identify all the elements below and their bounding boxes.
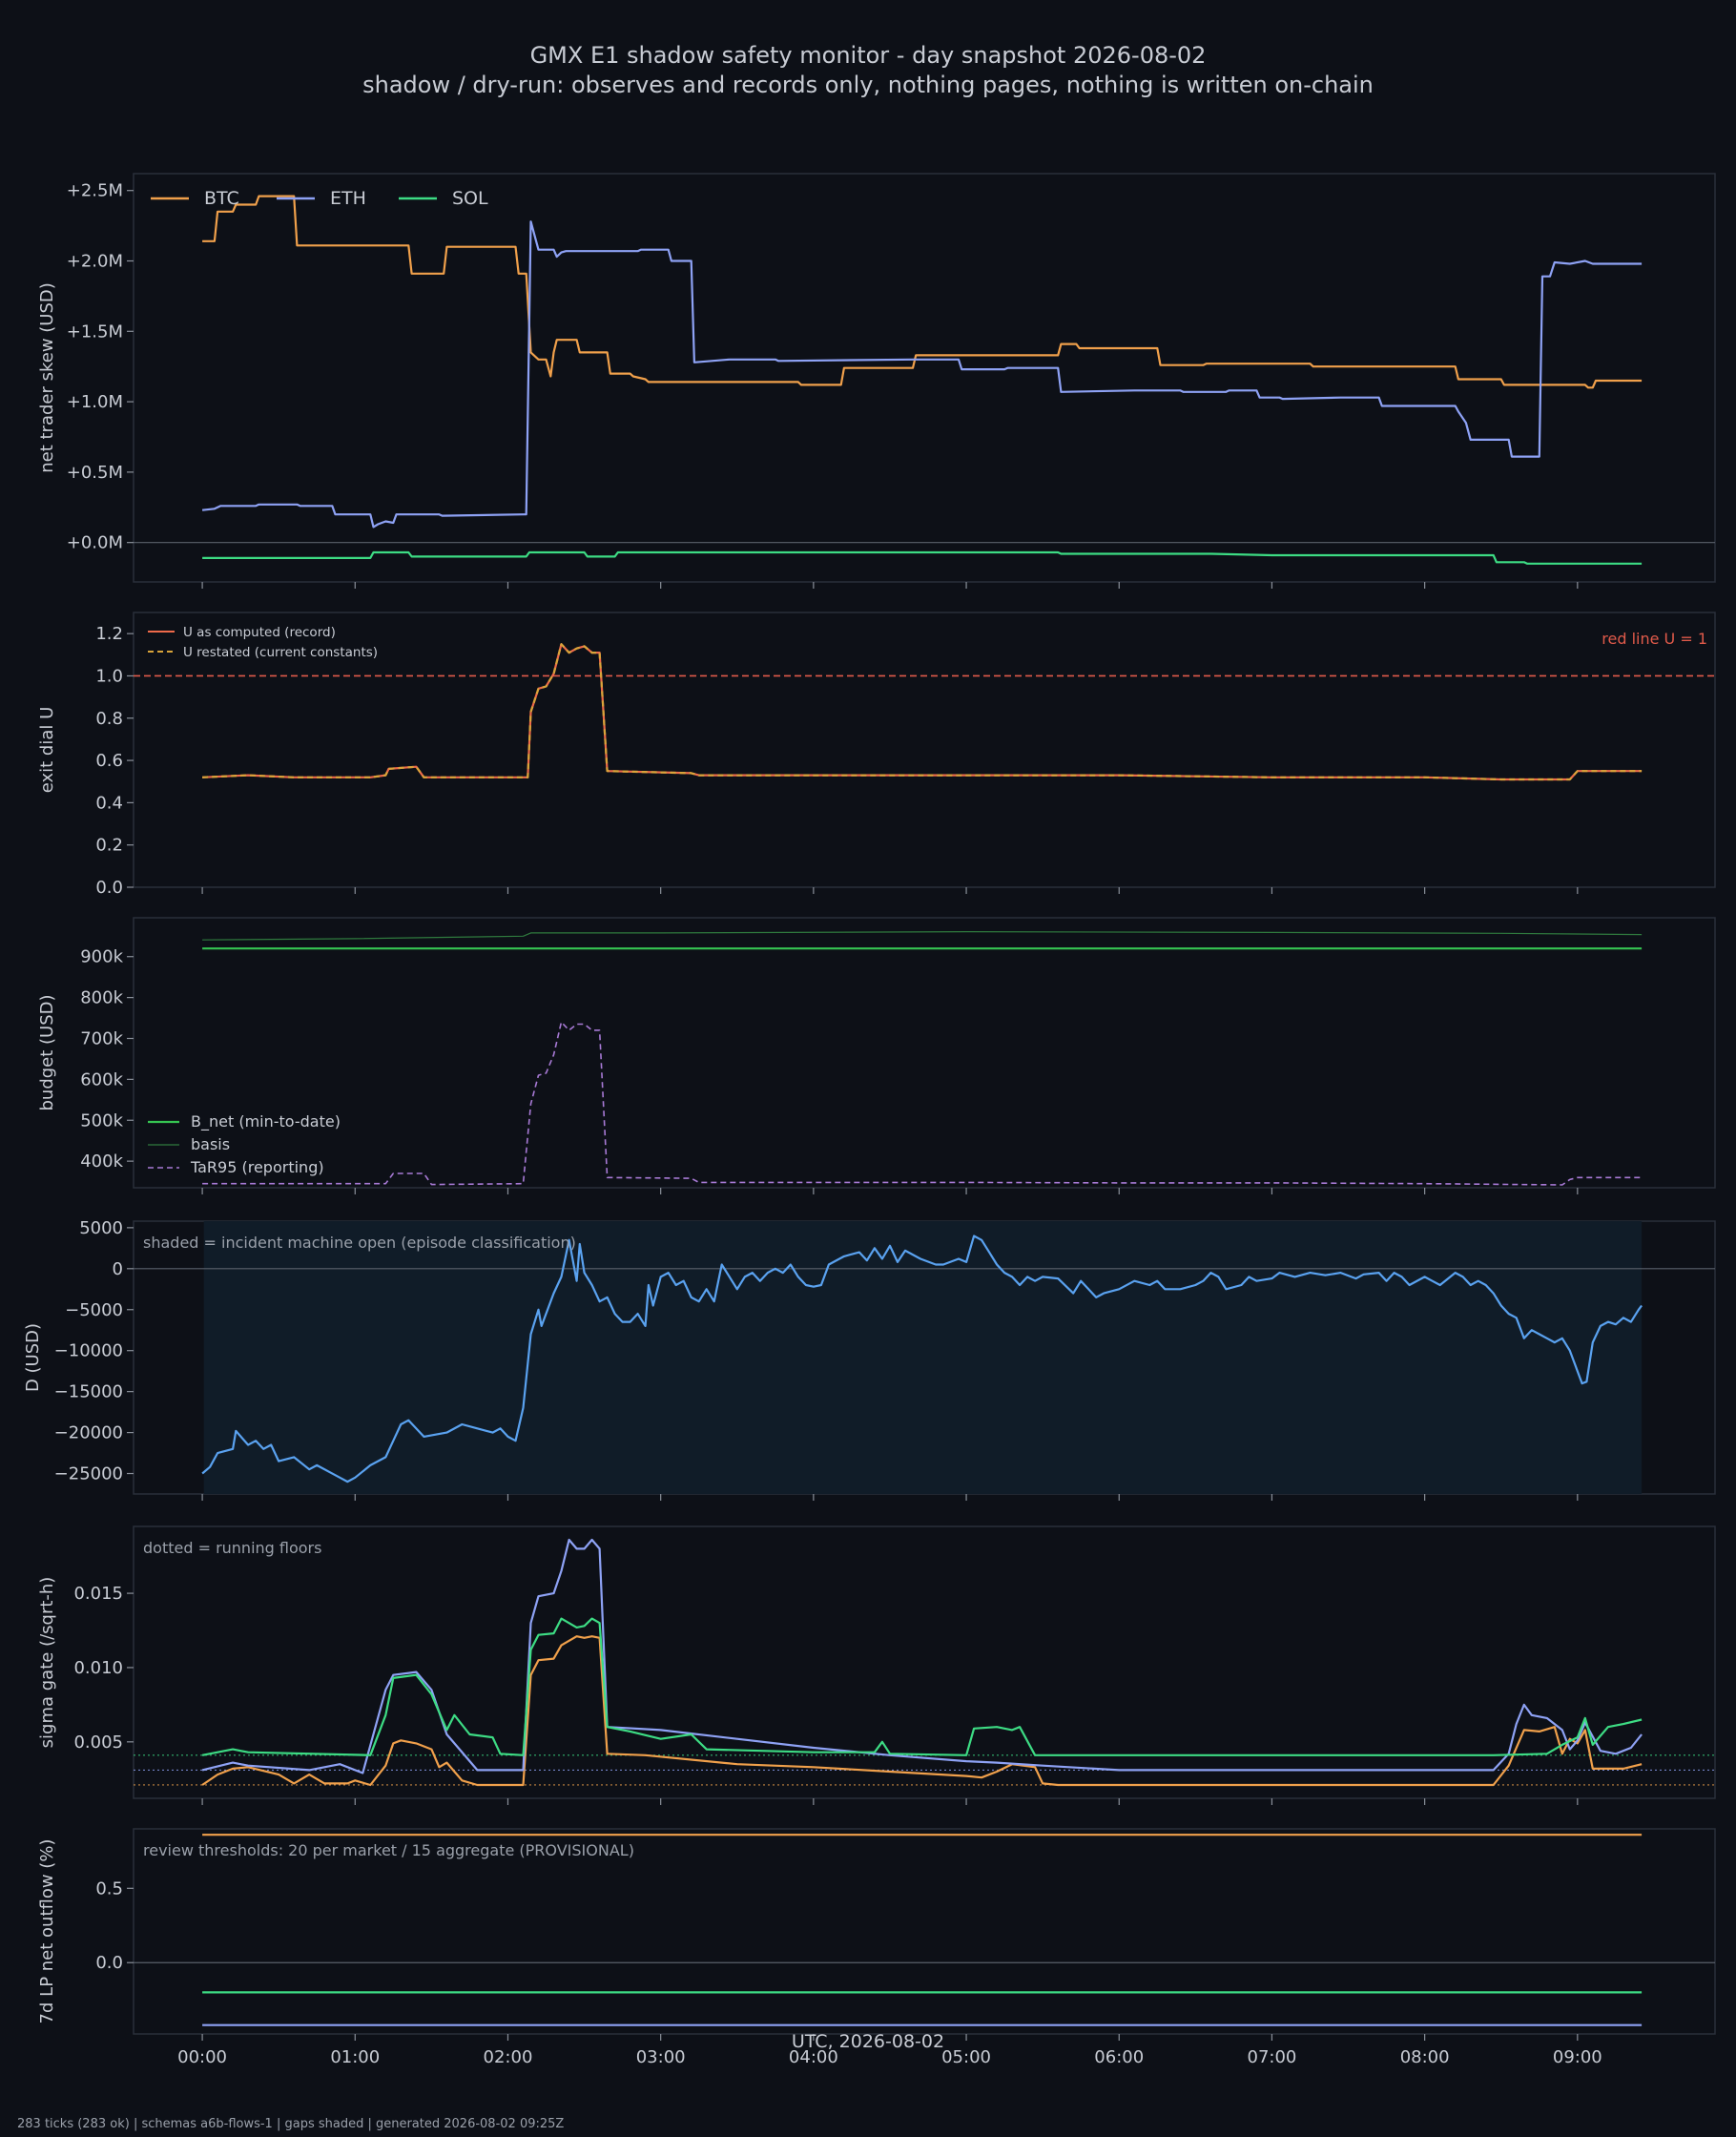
chart-panels: +0.0M +0.5M +1.0M +1.5M +2.0M +2.5M net trader… <box>23 173 1716 2067</box>
panel-plot-area <box>134 1538 1715 1787</box>
legend-label: B_net (min-to-date) <box>191 1112 341 1131</box>
series-line-btc <box>201 1635 1643 1787</box>
y-tick-label: +0.5M <box>67 463 123 483</box>
series-line-d <box>201 1234 1643 1483</box>
y-tick-label: +1.5M <box>67 322 123 342</box>
panel-plot-area <box>134 643 1715 781</box>
y-tick-label: 0.010 <box>73 1658 123 1678</box>
chart-title: GMX E1 shadow safety monitor - day snaps… <box>530 42 1207 69</box>
y-tick-label: −15000 <box>54 1382 123 1402</box>
panel-frame <box>133 173 1716 583</box>
y-tick-label: 800k <box>80 988 123 1008</box>
y-axis-label: net trader skew (USD) <box>37 282 57 473</box>
panel-3: 400k 500k 600k 700k 800k 900k budget (USD) B_ne… <box>37 917 1716 1194</box>
red-line-annotation: red line U = 1 <box>1602 630 1707 648</box>
y-tick-label: 900k <box>80 947 123 967</box>
y-tick-label: 0.6 <box>95 751 123 771</box>
y-tick-label: +2.0M <box>67 252 123 272</box>
y-axis-label: D (USD) <box>23 1323 43 1392</box>
y-tick-label: 1.2 <box>95 624 123 644</box>
series-line-basis <box>202 931 1643 941</box>
legend-label: ETH <box>330 188 366 209</box>
y-tick-label: 0.0 <box>95 878 123 898</box>
y-tick-label: +1.0M <box>67 392 123 412</box>
y-tick-label: +2.5M <box>67 181 123 201</box>
panel-plot-area <box>134 195 1715 565</box>
legend-label: U as computed (record) <box>183 625 336 640</box>
y-tick-label: −5000 <box>65 1300 123 1320</box>
incident-shaded-region <box>203 1221 1643 1494</box>
legend-label: SOL <box>452 188 488 209</box>
x-tick-label: 07:00 <box>1248 2047 1297 2067</box>
y-tick-label: 700k <box>80 1028 123 1048</box>
x-tick-label: 04:00 <box>789 2047 838 2067</box>
legend-label: U restated (current constants) <box>183 645 378 660</box>
series-line-tar95-reporting <box>202 1021 1643 1186</box>
y-tick-label: 1.0 <box>95 666 123 686</box>
series-line-sol <box>201 1617 1643 1756</box>
y-tick-label: 0.2 <box>95 836 123 856</box>
panel-4: −25000 −20000 −15000 −10000 −5000 0 5000 D (USD… <box>23 1218 1716 1501</box>
series-line-btc <box>202 195 1643 389</box>
y-tick-label: 5000 <box>79 1218 123 1238</box>
y-axis-label: sigma gate (/sqrt-h) <box>37 1577 57 1749</box>
x-tick-label: 06:00 <box>1094 2047 1144 2067</box>
x-tick-label: 01:00 <box>330 2047 380 2067</box>
y-tick-label: −10000 <box>54 1341 123 1361</box>
x-tick-label: 05:00 <box>941 2047 991 2067</box>
y-tick-label: 0.4 <box>95 793 123 813</box>
y-tick-label: 400k <box>80 1151 123 1172</box>
panel-frame <box>133 917 1716 1189</box>
panel-frame <box>133 1828 1716 2035</box>
y-tick-label: 0.8 <box>95 709 123 729</box>
panel-plot-area <box>202 931 1643 1186</box>
x-tick-label: 02:00 <box>484 2047 533 2067</box>
y-tick-label: 0.5 <box>95 1878 123 1898</box>
y-tick-label: −25000 <box>54 1464 123 1484</box>
x-tick-label: 08:00 <box>1400 2047 1450 2067</box>
y-tick-label: 0.015 <box>73 1584 123 1604</box>
y-axis-label: 7d LP net outflow (%) <box>37 1839 57 2024</box>
x-tick-label: 03:00 <box>636 2047 686 2067</box>
y-tick-label: 500k <box>80 1110 123 1131</box>
x-axis-label: UTC, 2026-08-02 <box>792 2031 944 2052</box>
series-line-sol <box>202 550 1643 565</box>
x-tick-label: 00:00 <box>177 2047 227 2067</box>
panel-1: +0.0M +0.5M +1.0M +1.5M +2.0M +2.5M net trader… <box>37 173 1716 589</box>
y-tick-label: 0 <box>113 1259 123 1279</box>
panel-annotation: shaded = incident machine open (episode … <box>143 1234 576 1252</box>
chart-subtitle: shadow / dry-run: observes and records o… <box>362 72 1374 98</box>
legend-label: TaR95 (reporting) <box>190 1158 324 1176</box>
y-axis-label: budget (USD) <box>37 994 57 1110</box>
series-line-u-restated-current-constants <box>202 643 1643 781</box>
y-tick-label: 0.0 <box>95 1953 123 1973</box>
panel-annotation: dotted = running floors <box>143 1539 321 1557</box>
series-line-eth <box>201 220 1643 529</box>
x-tick-label: 09:00 <box>1553 2047 1602 2067</box>
panel-frame <box>133 612 1716 888</box>
legend-label: BTC <box>204 188 239 209</box>
footer-status: 283 ticks (283 ok) | schemas a6b-flows-1… <box>17 2117 564 2131</box>
y-tick-label: +0.0M <box>67 533 123 553</box>
y-tick-label: 600k <box>80 1069 123 1089</box>
y-axis-label: exit dial U <box>37 707 57 794</box>
legend-label: basis <box>191 1135 230 1153</box>
y-tick-label: −20000 <box>54 1423 123 1443</box>
panel-6: 0.0 0.5 00:00 01:00 02:00 03:00 04:00 05:00 06:0… <box>37 1828 1716 2067</box>
panel-2: 0.0 0.2 0.4 0.6 0.8 1.0 1.2 exit dial U red line… <box>37 612 1716 898</box>
panel-annotation: review thresholds: 20 per market / 15 ag… <box>143 1841 634 1859</box>
panel-5: 0.005 0.010 0.015 sigma gate (/sqrt-h) dotte… <box>37 1525 1716 1805</box>
panel-plot-area <box>134 1834 1715 2026</box>
panel-frame <box>133 1525 1716 1799</box>
panel-plot-area <box>134 1234 1715 1483</box>
y-tick-label: 0.005 <box>73 1732 123 1753</box>
